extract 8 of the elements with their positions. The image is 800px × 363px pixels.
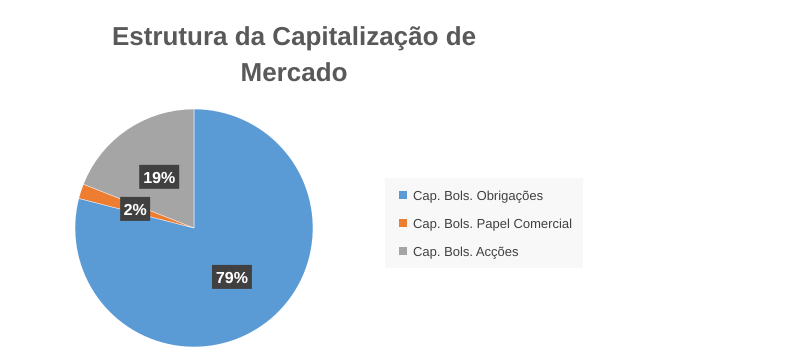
legend-label: Cap. Bols. Acções [413,244,519,259]
data-label: 79% [216,270,248,287]
data-label: 2% [124,202,147,219]
chart-title: Estrutura da Capitalização de Mercado [112,21,476,87]
pie-slice [74,108,314,348]
data-label: 19% [143,170,176,187]
legend-label: Cap. Bols. Obrigações [413,188,544,203]
legend-label: Cap. Bols. Papel Comercial [413,216,572,231]
